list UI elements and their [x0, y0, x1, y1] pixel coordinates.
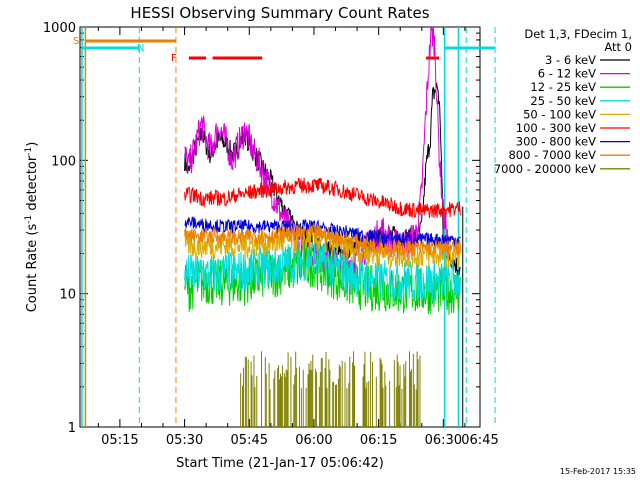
legend-label-0: 3 - 6 keV [545, 53, 596, 67]
y-axis-title-part1: Count Rate (s [25, 224, 40, 313]
x-tick-label-6: 06:45 [461, 433, 498, 448]
y-axis-title-part3: ) [25, 142, 40, 147]
y-axis-title-part2: detector [25, 155, 40, 215]
legend-label-5: 100 - 300 keV [516, 121, 596, 135]
y-tick-label-1: 10 [59, 288, 76, 303]
x-tick-label-3: 06:00 [295, 433, 332, 448]
y-tick-label-3: 1000 [43, 21, 76, 36]
legend-label-3: 25 - 50 keV [530, 94, 596, 108]
chart-title: HESSI Observing Summary Count Rates [130, 4, 429, 22]
y-tick-label-0: 1 [68, 421, 76, 436]
x-tick-label-1: 05:30 [166, 433, 203, 448]
timestamp-stamp: 15-Feb-2017 15:35 [560, 467, 636, 476]
legend-header-line-2: Att 0 [604, 40, 632, 54]
night-flag-letter: N [137, 43, 144, 54]
legend-label-1: 6 - 12 keV [538, 67, 596, 81]
legend-label-7: 800 - 7000 keV [508, 148, 596, 162]
x-tick-label-2: 05:45 [231, 433, 268, 448]
saa-flag-letter: S [73, 36, 79, 47]
legend-label-4: 50 - 100 keV [523, 107, 596, 121]
legend-label-8: 7000 - 20000 keV [494, 162, 596, 176]
x-tick-label-4: 06:15 [360, 433, 397, 448]
legend-label-6: 300 - 800 keV [516, 135, 596, 149]
series-line-5 [184, 177, 461, 219]
legend-header-line-1: Det 1,3, FDecim 1, [524, 27, 632, 41]
y-axis-title-sup1: -1 [24, 215, 34, 224]
x-axis-title: Start Time (21-Jan-17 05:06:42) [176, 456, 384, 471]
x-tick-label-0: 05:15 [101, 433, 138, 448]
y-axis-title: Count Rate (s-1 detector-1) [24, 142, 40, 313]
series-line-3 [184, 240, 461, 302]
flare-flag-letter: F [171, 53, 177, 64]
series-lines [184, 26, 464, 427]
y-axis-title-sup2: -1 [24, 147, 34, 156]
series-line-6 [184, 216, 461, 247]
y-tick-label-2: 100 [51, 154, 76, 169]
legend-label-2: 12 - 25 keV [530, 80, 596, 94]
x-tick-label-5: 06:30 [425, 433, 462, 448]
series-line-7 [184, 222, 461, 256]
